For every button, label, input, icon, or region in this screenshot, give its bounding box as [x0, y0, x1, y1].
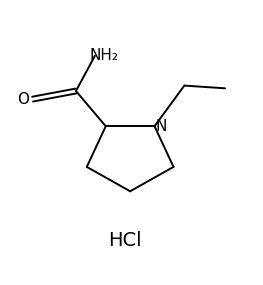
- Text: HCl: HCl: [108, 231, 141, 250]
- Text: N: N: [156, 119, 167, 134]
- Text: O: O: [17, 92, 29, 107]
- Text: NH₂: NH₂: [90, 48, 119, 63]
